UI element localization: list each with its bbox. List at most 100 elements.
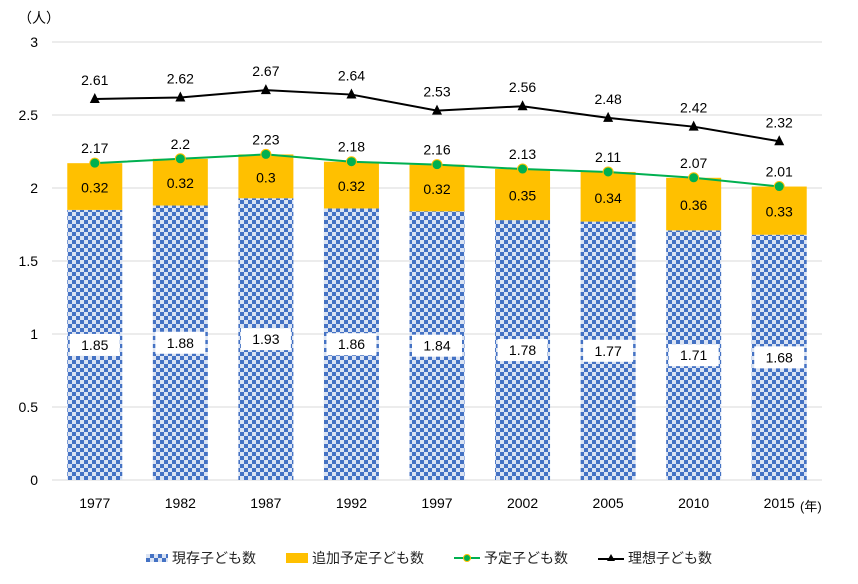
- data-label-additional: 0.35: [509, 188, 536, 204]
- data-label-additional: 0.32: [81, 180, 108, 196]
- marker-ideal: [346, 88, 357, 99]
- data-label-box: [754, 346, 805, 369]
- legend-item-planned: 予定子ども数: [454, 548, 568, 568]
- bar-additional: [580, 171, 636, 222]
- data-label-box: [412, 334, 462, 357]
- x-axis-unit: (年): [800, 499, 822, 514]
- legend-swatch: [146, 554, 168, 562]
- bar-additional: [238, 154, 294, 199]
- marker-planned: [517, 163, 529, 175]
- marker-ideal: [774, 135, 785, 146]
- data-label-existing: 1.86: [338, 336, 365, 352]
- x-tick-label: 2010: [678, 495, 709, 511]
- data-label-planned: 2.23: [252, 131, 279, 147]
- marker-planned: [773, 181, 785, 193]
- legend-item-ideal: 理想子ども数: [598, 548, 712, 568]
- data-label-planned: 2.17: [81, 140, 108, 156]
- x-tick-label: 1982: [165, 495, 196, 511]
- data-label-existing: 1.84: [423, 338, 450, 354]
- data-label-additional: 0.32: [423, 181, 450, 197]
- data-label-planned: 2.18: [338, 139, 365, 155]
- legend-label: 理想子ども数: [628, 550, 712, 566]
- bar-additional: [409, 164, 465, 212]
- data-label-existing: 1.71: [680, 347, 707, 363]
- marker-ideal: [603, 111, 614, 122]
- marker-planned: [345, 156, 357, 168]
- legend-swatch: [286, 553, 308, 563]
- bar-additional: [323, 161, 379, 209]
- y-tick-label: 1: [30, 326, 38, 342]
- y-tick-label: 0: [30, 472, 38, 488]
- marker-planned: [89, 157, 101, 169]
- legend-triangle-marker-icon: [598, 554, 624, 561]
- marker-planned: [431, 159, 443, 171]
- data-label-ideal: 2.48: [594, 91, 621, 107]
- legend: 現存子ども数 追加予定子ども数 予定子ども数 理想子ども数: [0, 548, 858, 568]
- x-tick-label: 2015: [764, 495, 795, 511]
- legend-label: 予定子ども数: [484, 550, 568, 566]
- marker-planned: [602, 166, 614, 178]
- bar-additional: [666, 177, 722, 231]
- legend-line-marker-icon: [454, 554, 480, 562]
- data-label-box: [668, 344, 719, 367]
- x-tick-label: 2005: [593, 495, 624, 511]
- data-label-additional: 0.33: [766, 204, 793, 220]
- y-tick-label: 3: [30, 34, 38, 50]
- marker-planned: [260, 148, 272, 160]
- x-tick-label: 1992: [336, 495, 367, 511]
- marker-planned: [688, 172, 700, 184]
- data-label-box: [240, 328, 291, 351]
- marker-ideal: [432, 104, 442, 115]
- legend-item-additional: 追加予定子ども数: [286, 548, 424, 568]
- x-tick-label: 1977: [79, 495, 110, 511]
- data-label-ideal: 2.61: [81, 72, 108, 88]
- data-label-existing: 1.77: [594, 343, 621, 359]
- data-label-ideal: 2.62: [167, 70, 194, 86]
- data-label-planned: 2.13: [509, 146, 536, 162]
- data-label-ideal: 2.42: [680, 100, 707, 116]
- x-tick-label: 1987: [250, 495, 281, 511]
- data-label-planned: 2.01: [766, 164, 793, 180]
- chart-plot: 00.511.522.531.850.3219771.880.3219821.9…: [19, 34, 822, 511]
- data-label-existing: 1.93: [252, 331, 279, 347]
- data-label-existing: 1.78: [509, 342, 536, 358]
- data-label-box: [155, 331, 206, 354]
- bar-additional: [152, 158, 208, 206]
- marker-ideal: [89, 92, 100, 103]
- data-label-ideal: 2.53: [423, 84, 450, 100]
- marker-ideal: [688, 120, 699, 131]
- x-tick-label: 2002: [507, 495, 538, 511]
- data-label-box: [69, 333, 120, 356]
- data-label-box: [583, 339, 634, 362]
- bar-additional: [67, 163, 123, 210]
- y-axis-unit: （人）: [18, 10, 60, 26]
- legend-item-existing: 現存子ども数: [146, 548, 256, 568]
- bar-additional: [751, 186, 807, 235]
- legend-label: 現存子ども数: [172, 550, 256, 566]
- data-label-planned: 2.16: [423, 142, 450, 158]
- marker-planned: [174, 153, 186, 165]
- data-label-box: [497, 339, 548, 362]
- data-label-planned: 2.11: [595, 149, 621, 165]
- y-tick-label: 2: [30, 180, 38, 196]
- data-label-planned: 2.2: [171, 136, 191, 152]
- data-label-box: [326, 333, 377, 356]
- data-label-ideal: 2.67: [252, 63, 279, 79]
- data-label-additional: 0.34: [594, 190, 621, 206]
- data-label-ideal: 2.64: [338, 68, 365, 84]
- data-label-additional: 0.36: [680, 197, 707, 213]
- data-label-additional: 0.3: [256, 169, 276, 185]
- y-tick-label: 2.5: [19, 107, 39, 123]
- y-tick-label: 1.5: [19, 253, 39, 269]
- y-tick-label: 0.5: [19, 399, 39, 415]
- marker-ideal: [517, 100, 528, 111]
- marker-ideal: [175, 91, 186, 102]
- bar-additional: [495, 169, 551, 221]
- x-tick-label: 1997: [421, 495, 452, 511]
- data-label-existing: 1.68: [766, 349, 793, 365]
- data-label-ideal: 2.32: [766, 114, 793, 130]
- data-label-existing: 1.88: [167, 335, 194, 351]
- data-label-ideal: 2.56: [509, 79, 536, 95]
- legend-label: 追加予定子ども数: [312, 550, 424, 566]
